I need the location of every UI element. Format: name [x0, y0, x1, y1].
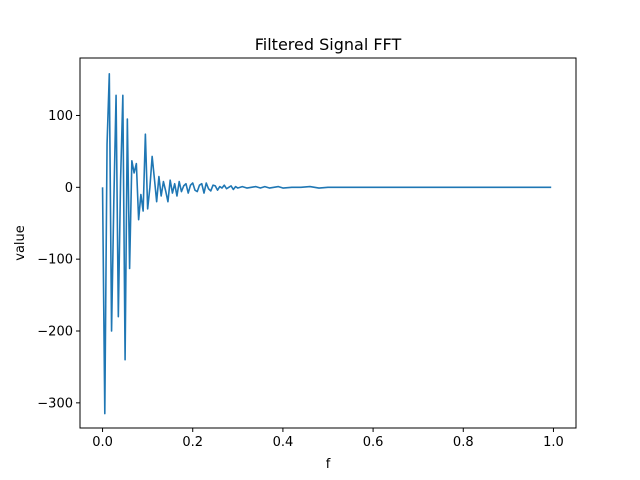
y-axis-label: value — [13, 225, 28, 261]
y-tick-label: −300 — [37, 396, 73, 411]
x-tick-label: 0.0 — [92, 435, 113, 450]
x-tick-label: 0.6 — [363, 435, 384, 450]
y-tick-label: −200 — [37, 325, 73, 340]
y-tick-label: −100 — [37, 253, 73, 268]
x-tick-label: 0.8 — [453, 435, 474, 450]
y-tick-label: 100 — [48, 109, 73, 124]
x-axis-label: f — [326, 457, 331, 472]
x-tick-label: 0.2 — [182, 435, 203, 450]
y-tick-label: 0 — [65, 181, 73, 196]
series-line-0 — [101, 73, 552, 415]
plot-area — [101, 73, 552, 415]
chart-title: Filtered Signal FFT — [255, 35, 402, 54]
x-tick-label: 0.4 — [273, 435, 294, 450]
x-tick-label: 1.0 — [543, 435, 564, 450]
axes-frame — [79, 57, 577, 429]
x-axis: 0.0 0.2 0.4 0.6 0.8 1.0 — [92, 428, 564, 450]
y-axis: −300 −200 −100 0 100 — [37, 109, 80, 411]
